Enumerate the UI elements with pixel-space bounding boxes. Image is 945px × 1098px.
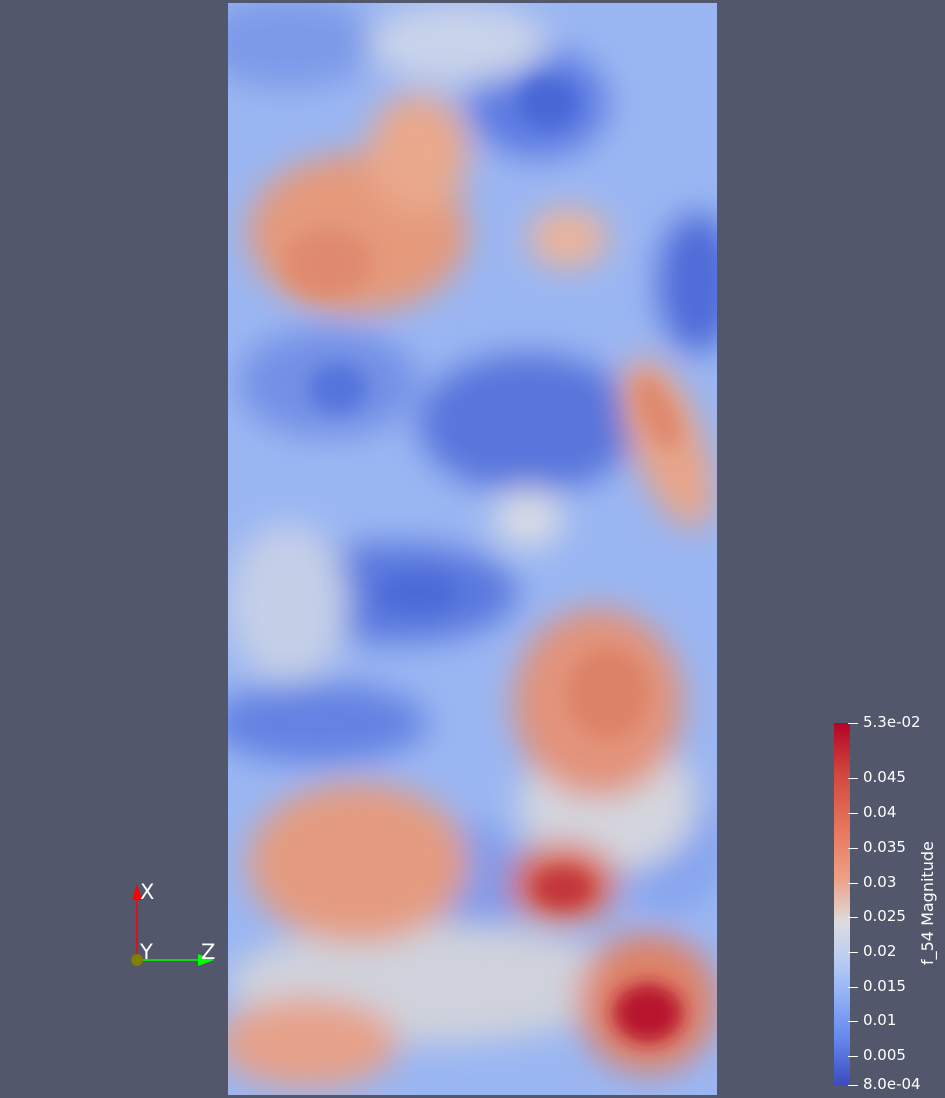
- legend-tick-label: 0.03: [863, 875, 896, 890]
- legend-tick-label: 0.015: [863, 979, 906, 994]
- x-axis-label: X: [140, 882, 154, 903]
- legend-tick: [848, 778, 858, 779]
- legend-tick-label: 0.01: [863, 1013, 896, 1028]
- legend-max-label: 5.3e-02: [863, 715, 921, 730]
- color-legend-title: f_54 Magnitude: [920, 841, 936, 965]
- legend-tick-max: [848, 723, 858, 724]
- legend-tick: [848, 952, 858, 953]
- legend-tick: [848, 1056, 858, 1057]
- legend-tick-label: 0.035: [863, 840, 906, 855]
- legend-tick-min: [848, 1085, 858, 1086]
- legend-tick-label: 0.025: [863, 909, 906, 924]
- legend-tick-label: 0.04: [863, 805, 896, 820]
- orientation-axes: X Y Z: [120, 878, 230, 978]
- legend-tick: [848, 813, 858, 814]
- legend-tick-label: 0.045: [863, 770, 906, 785]
- y-axis-label: Y: [140, 942, 153, 963]
- legend-tick: [848, 883, 858, 884]
- legend-tick: [848, 848, 858, 849]
- field-surface: [228, 3, 717, 1095]
- legend-tick-label: 0.005: [863, 1048, 906, 1063]
- legend-min-label: 8.0e-04: [863, 1077, 921, 1092]
- legend-tick-label: 0.02: [863, 944, 896, 959]
- scalar-field-plot[interactable]: [228, 3, 717, 1095]
- legend-tick: [848, 917, 858, 918]
- z-axis-label: Z: [201, 942, 215, 963]
- legend-tick: [848, 1021, 858, 1022]
- legend-tick: [848, 987, 858, 988]
